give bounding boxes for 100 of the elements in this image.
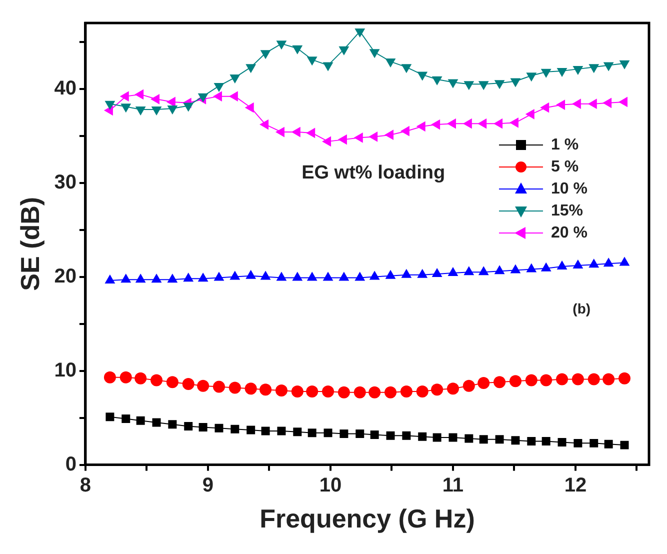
point [478, 377, 490, 390]
point [572, 373, 584, 386]
point [602, 373, 615, 386]
point [134, 372, 147, 384]
point [340, 430, 348, 438]
point [478, 118, 487, 129]
point [556, 373, 568, 386]
point [511, 436, 520, 445]
legend-label: 5 % [551, 158, 579, 176]
point [464, 434, 474, 443]
point [478, 81, 489, 90]
point [462, 380, 475, 392]
point [322, 62, 334, 72]
point [416, 385, 428, 398]
point [432, 433, 442, 442]
point [542, 437, 550, 446]
y-tick-label: 40 [54, 77, 76, 100]
point [370, 430, 379, 439]
point [479, 435, 488, 444]
point [556, 100, 566, 110]
point [150, 94, 160, 104]
point [120, 91, 129, 102]
y-tick-label: 0 [65, 453, 76, 476]
y-axis-title: SE (dB) [14, 196, 45, 291]
point [260, 50, 271, 60]
point [356, 430, 364, 438]
point [136, 416, 145, 425]
point [322, 136, 332, 147]
point [432, 76, 442, 86]
point [558, 438, 566, 446]
point [619, 60, 630, 70]
point [166, 376, 178, 388]
point [338, 386, 350, 398]
point [509, 117, 518, 128]
point [462, 118, 472, 129]
point [525, 374, 538, 386]
x-tick-label: 12 [564, 474, 587, 496]
point [572, 66, 584, 76]
point [446, 118, 456, 129]
point [603, 62, 614, 72]
point [106, 412, 114, 422]
point [293, 428, 302, 436]
point [276, 40, 287, 50]
point [120, 371, 132, 384]
point [604, 440, 613, 448]
point [122, 414, 130, 423]
point [620, 440, 629, 450]
point [260, 119, 269, 130]
point [416, 121, 426, 132]
point [182, 378, 194, 390]
point [354, 386, 366, 398]
point [244, 102, 254, 113]
legend-label: 1 % [551, 136, 579, 154]
point [198, 422, 208, 432]
point [446, 382, 459, 395]
point [556, 68, 568, 77]
point [150, 374, 163, 386]
point [292, 45, 303, 54]
point [246, 426, 256, 434]
point [104, 371, 116, 384]
point [590, 438, 598, 448]
point [120, 104, 132, 113]
point [540, 68, 552, 78]
point [338, 134, 347, 145]
point [540, 374, 552, 386]
point [212, 91, 222, 102]
point [214, 424, 224, 432]
point [135, 106, 146, 116]
point [400, 126, 410, 136]
point [322, 385, 334, 398]
y-tick-label: 30 [54, 171, 76, 194]
point [431, 384, 444, 396]
legend-label: 20 % [551, 224, 588, 242]
point [230, 74, 240, 84]
point [369, 49, 380, 58]
x-tick-label: 10 [319, 474, 342, 496]
point [167, 106, 178, 115]
x-tick-label: 11 [442, 474, 464, 496]
point [134, 89, 144, 100]
x-tick-label: 9 [202, 474, 214, 496]
point [306, 385, 318, 398]
point [151, 106, 162, 116]
point [291, 126, 300, 138]
point [275, 384, 288, 397]
y-tick-label: 10 [54, 359, 76, 382]
point [464, 81, 474, 90]
point [368, 386, 381, 398]
point [588, 64, 600, 74]
point [244, 382, 257, 395]
point [602, 98, 612, 108]
point [214, 82, 224, 92]
point [197, 380, 210, 392]
point [260, 384, 272, 396]
point [246, 64, 256, 74]
point [354, 28, 366, 38]
point [324, 428, 332, 438]
point [448, 433, 458, 442]
legend-label: 10 % [551, 180, 588, 198]
point [308, 428, 316, 438]
point [540, 102, 550, 113]
